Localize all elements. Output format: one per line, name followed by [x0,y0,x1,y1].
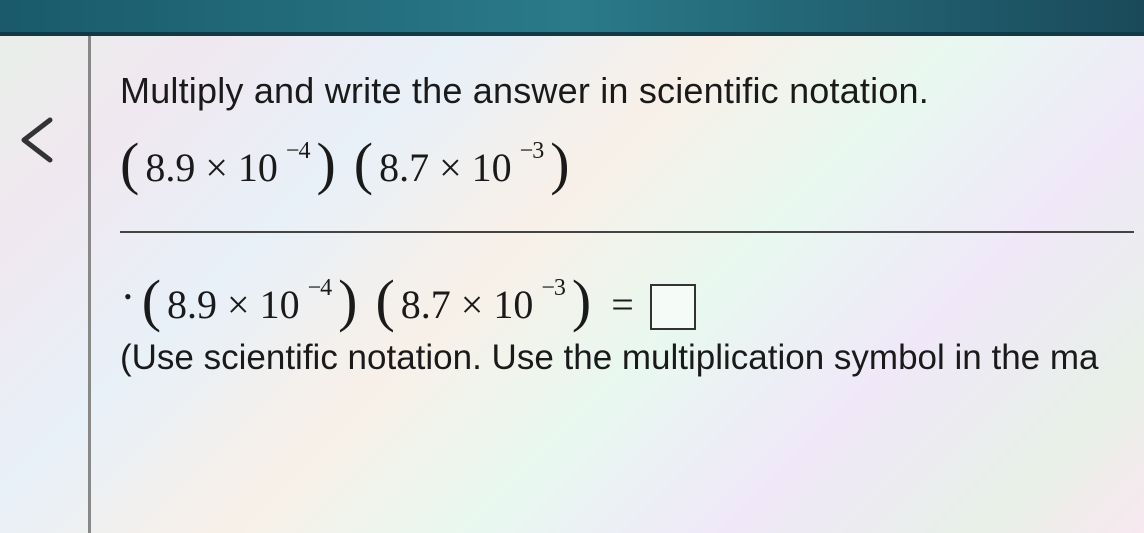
coeff-2: 8.7 [379,144,429,191]
ans-exp-digit-1: 4 [320,275,332,301]
exp-sign-1: − [286,138,299,164]
ans-exp-sign-2: − [541,275,554,301]
ans-exponent-1: −4 [308,275,333,302]
times-2: × [435,144,466,191]
ans-exp-digit-2: 3 [554,275,566,301]
ans-coeff-2: 8.7 [401,281,451,328]
question-content: Multiply and write the answer in scienti… [120,70,1144,378]
exponent-1: −4 [286,138,311,165]
ans-exponent-2: −3 [541,275,566,302]
expression: ( 8.9 × 10 −4 ) ( 8.7 × 10 −3 ) [120,144,1134,191]
back-arrow-icon [12,112,68,168]
vertical-divider [88,36,91,533]
ans-base-1: 10 [260,281,300,328]
ans-times-2: × [457,281,488,328]
answer-input[interactable] [650,284,696,330]
exp-digit-2: 3 [532,138,544,164]
equals-sign: = [597,281,644,328]
ans-times-1: × [223,281,254,328]
top-bar [0,0,1144,36]
times-1: × [201,144,232,191]
horizontal-divider [120,231,1134,233]
exp-sign-2: − [520,138,533,164]
ans-coeff-1: 8.9 [167,281,217,328]
prompt-text: Multiply and write the answer in scienti… [120,70,1134,112]
back-button[interactable] [10,110,70,170]
base-2: 10 [472,144,512,191]
bullet-icon: • [124,284,136,310]
exp-digit-1: 4 [298,138,310,164]
ans-base-2: 10 [493,281,533,328]
answer-expression: • ( 8.9 × 10 −4 ) ( 8.7 × 10 −3 ) = [120,281,1134,328]
base-1: 10 [238,144,278,191]
exponent-2: −3 [520,138,545,165]
coeff-1: 8.9 [145,144,195,191]
ans-exp-sign-1: − [308,275,321,301]
hint-text: (Use scientific notation. Use the multip… [120,338,1134,378]
